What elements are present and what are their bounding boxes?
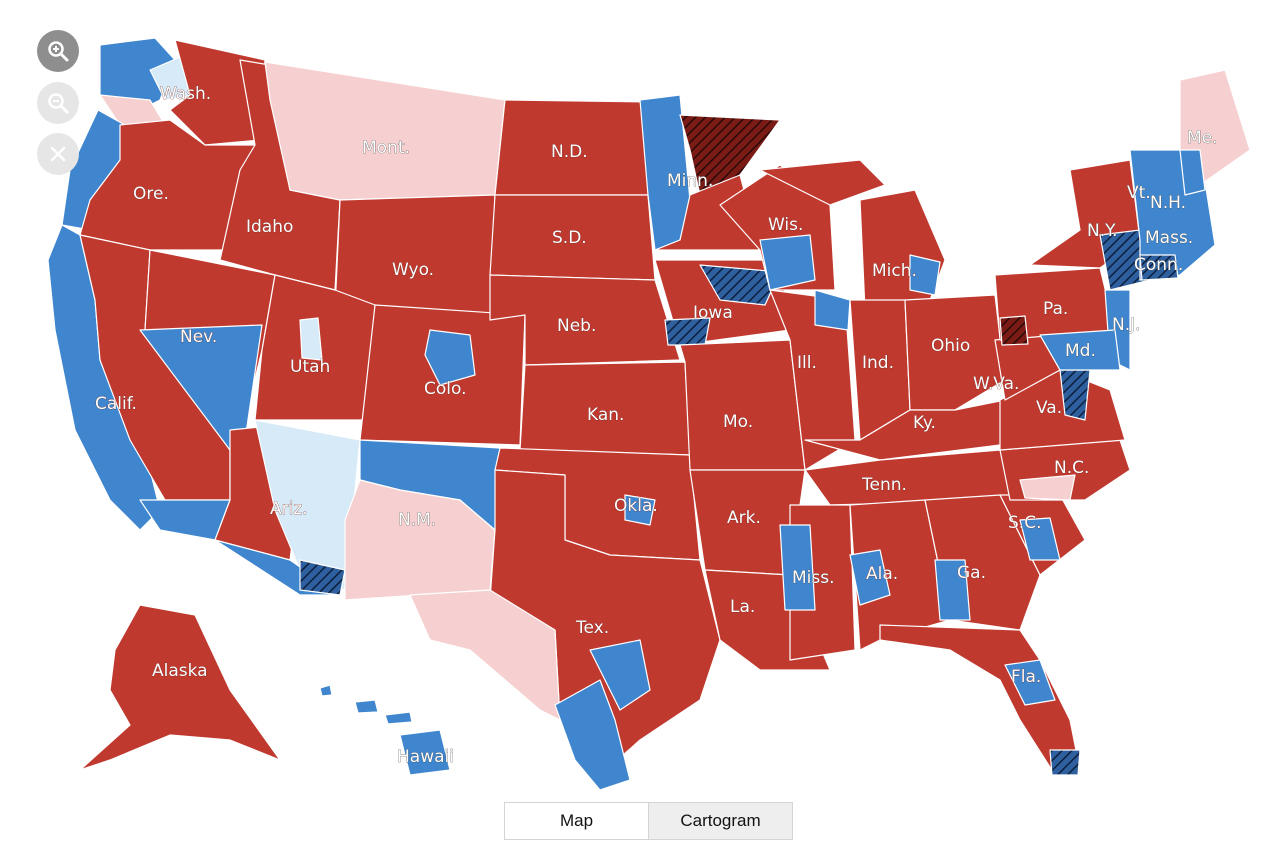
region-co-denver[interactable] (424, 329, 476, 386)
label-mich: Mich. (872, 261, 917, 281)
region-ct[interactable] (1139, 254, 1179, 281)
region-mi-detroit[interactable] (909, 254, 941, 296)
label-wyo: Wyo. (392, 260, 434, 280)
region-ga-atl[interactable] (934, 559, 971, 621)
zoom-in-icon (48, 41, 69, 62)
region-al-bb[interactable] (849, 549, 891, 606)
label-ore: Ore. (133, 184, 169, 204)
label-ala: Ala. (866, 564, 898, 584)
label-wva: W.Va. (973, 374, 1019, 394)
region-ca-south[interactable] (139, 499, 231, 541)
region-va-north[interactable] (1059, 369, 1091, 421)
label-wash: Wash. (160, 84, 211, 104)
cartogram-view-button[interactable]: Cartogram (649, 803, 792, 839)
label-pa: Pa. (1043, 299, 1068, 319)
region-mn-south[interactable] (654, 174, 761, 251)
label-va: Va. (1036, 398, 1062, 418)
region-ky[interactable] (804, 399, 1006, 461)
label-me: Me. (1187, 128, 1218, 148)
label-md: Md. (1065, 341, 1096, 361)
region-sc-dem[interactable] (1019, 517, 1061, 561)
label-iowa: Iowa (693, 303, 733, 323)
region-mt[interactable] (264, 61, 506, 201)
label-tex: Tex. (575, 618, 609, 638)
label-ohio: Ohio (931, 336, 970, 356)
label-ind: Ind. (862, 353, 894, 373)
label-ga: Ga. (957, 563, 986, 583)
label-ark: Ark. (727, 508, 761, 528)
label-ill: Ill. (797, 353, 817, 373)
region-ok-tulsa[interactable] (624, 494, 656, 526)
label-la: La. (730, 597, 755, 617)
reset-zoom-button[interactable] (37, 133, 79, 175)
label-nev: Nev. (180, 327, 217, 347)
label-wis: Wis. (768, 215, 803, 235)
label-nm: N.M. (398, 510, 436, 530)
map-view-button[interactable]: Map (505, 803, 649, 839)
label-nj: N.J. (1112, 315, 1141, 335)
region-az-flip[interactable] (299, 559, 346, 596)
region-hi-2[interactable] (354, 699, 379, 714)
label-nh: N.H. (1150, 193, 1186, 213)
region-mi-up[interactable] (759, 159, 886, 206)
region-ak[interactable] (79, 604, 281, 771)
label-sc: S.C. (1008, 513, 1041, 533)
region-nc-light[interactable] (1019, 474, 1076, 501)
region-md[interactable] (1039, 329, 1121, 371)
region-il-chicago[interactable] (814, 289, 851, 331)
label-ny: N.Y. (1087, 221, 1117, 241)
label-ky: Ky. (913, 413, 936, 433)
region-ia-flip[interactable] (699, 264, 781, 306)
label-conn: Conn. (1134, 255, 1183, 275)
label-mont: Mont. (362, 138, 410, 158)
region-tx-south[interactable] (554, 679, 631, 791)
label-alaska: Alaska (152, 661, 208, 681)
region-tx-gulf[interactable] (589, 639, 651, 711)
label-mo: Mo. (723, 412, 753, 432)
label-sd: S.D. (552, 228, 587, 248)
label-fla: Fla. (1011, 667, 1041, 687)
label-colo: Colo. (424, 379, 467, 399)
region-hi-3[interactable] (384, 711, 413, 725)
region-oh[interactable] (904, 294, 1006, 411)
label-miss: Miss. (792, 568, 835, 588)
region-or-main[interactable] (79, 119, 256, 251)
label-vt: Vt. (1127, 183, 1151, 203)
label-utah: Utah (290, 357, 330, 377)
label-hawaii: Hawaii (397, 747, 454, 767)
region-wi-madison[interactable] (759, 234, 816, 291)
region-fl-south[interactable] (1049, 749, 1081, 776)
label-mass: Mass. (1145, 228, 1193, 248)
region-hi-1[interactable] (319, 684, 333, 697)
zoom-out-button[interactable] (37, 82, 79, 124)
label-ariz: Ariz. (270, 499, 308, 519)
label-calif: Calif. (95, 394, 137, 414)
region-tx-west[interactable] (409, 589, 561, 721)
label-neb: Neb. (557, 316, 596, 336)
label-idaho: Idaho (246, 217, 293, 237)
label-nd: N.D. (551, 142, 588, 162)
close-icon (50, 146, 66, 162)
view-toggle: Map Cartogram (504, 802, 793, 840)
region-ut-slc[interactable] (299, 317, 323, 361)
zoom-out-icon (48, 93, 69, 114)
label-tenn: Tenn. (861, 475, 907, 495)
region-fl-orl[interactable] (1004, 659, 1056, 706)
region-hi-4[interactable] (399, 729, 451, 776)
region-ms-delta[interactable] (779, 524, 816, 611)
label-minn: Minn. (667, 171, 713, 191)
label-nc: N.C. (1054, 458, 1089, 478)
region-me-south[interactable] (1179, 149, 1206, 196)
region-pa-flip[interactable] (999, 315, 1029, 346)
label-kan: Kan. (587, 405, 624, 425)
zoom-in-button[interactable] (37, 30, 79, 72)
label-okla: Okla. (614, 496, 658, 516)
region-mo[interactable] (679, 339, 806, 471)
